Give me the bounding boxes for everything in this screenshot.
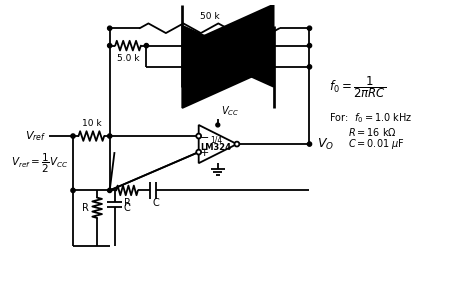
Polygon shape [182, 4, 273, 87]
Polygon shape [182, 26, 273, 108]
Text: C: C [153, 198, 159, 208]
Circle shape [235, 142, 239, 147]
Text: For:  $f_0 = 1.0$ kHz: For: $f_0 = 1.0$ kHz [329, 111, 412, 125]
Text: $C = 0.01$ $\mu$F: $C = 0.01$ $\mu$F [348, 137, 405, 151]
Circle shape [307, 44, 311, 48]
Circle shape [108, 26, 112, 30]
Circle shape [307, 65, 311, 69]
Text: $R = 16$ k$\Omega$: $R = 16$ k$\Omega$ [348, 126, 397, 138]
Text: 10 k: 10 k [82, 119, 101, 128]
Circle shape [144, 44, 148, 48]
Circle shape [307, 142, 311, 146]
Text: $V_{ref} = \dfrac{1}{2} V_{CC}$: $V_{ref} = \dfrac{1}{2} V_{CC}$ [11, 152, 68, 175]
Circle shape [216, 123, 220, 127]
Text: $V_{ref}$: $V_{ref}$ [25, 129, 46, 143]
Text: 1/4: 1/4 [210, 135, 222, 145]
Circle shape [71, 134, 75, 138]
Text: $+$: $+$ [200, 147, 210, 158]
Circle shape [108, 134, 112, 138]
Text: $-$: $-$ [200, 131, 210, 141]
Text: C: C [123, 203, 130, 213]
Text: $f_0 = \dfrac{1}{2 \pi RC}$: $f_0 = \dfrac{1}{2 \pi RC}$ [329, 74, 386, 100]
Text: 5.0 k: 5.0 k [117, 54, 139, 63]
Text: $V_O$: $V_O$ [317, 137, 334, 152]
Text: R: R [124, 198, 130, 208]
Circle shape [307, 26, 311, 30]
Text: LM324: LM324 [201, 143, 232, 152]
Text: 50 k: 50 k [200, 13, 219, 22]
Circle shape [108, 188, 112, 192]
Circle shape [196, 134, 201, 138]
Circle shape [196, 150, 201, 154]
Circle shape [71, 188, 75, 192]
Text: R: R [82, 203, 89, 213]
Text: $V_{CC}$: $V_{CC}$ [221, 105, 239, 118]
Circle shape [108, 44, 112, 48]
